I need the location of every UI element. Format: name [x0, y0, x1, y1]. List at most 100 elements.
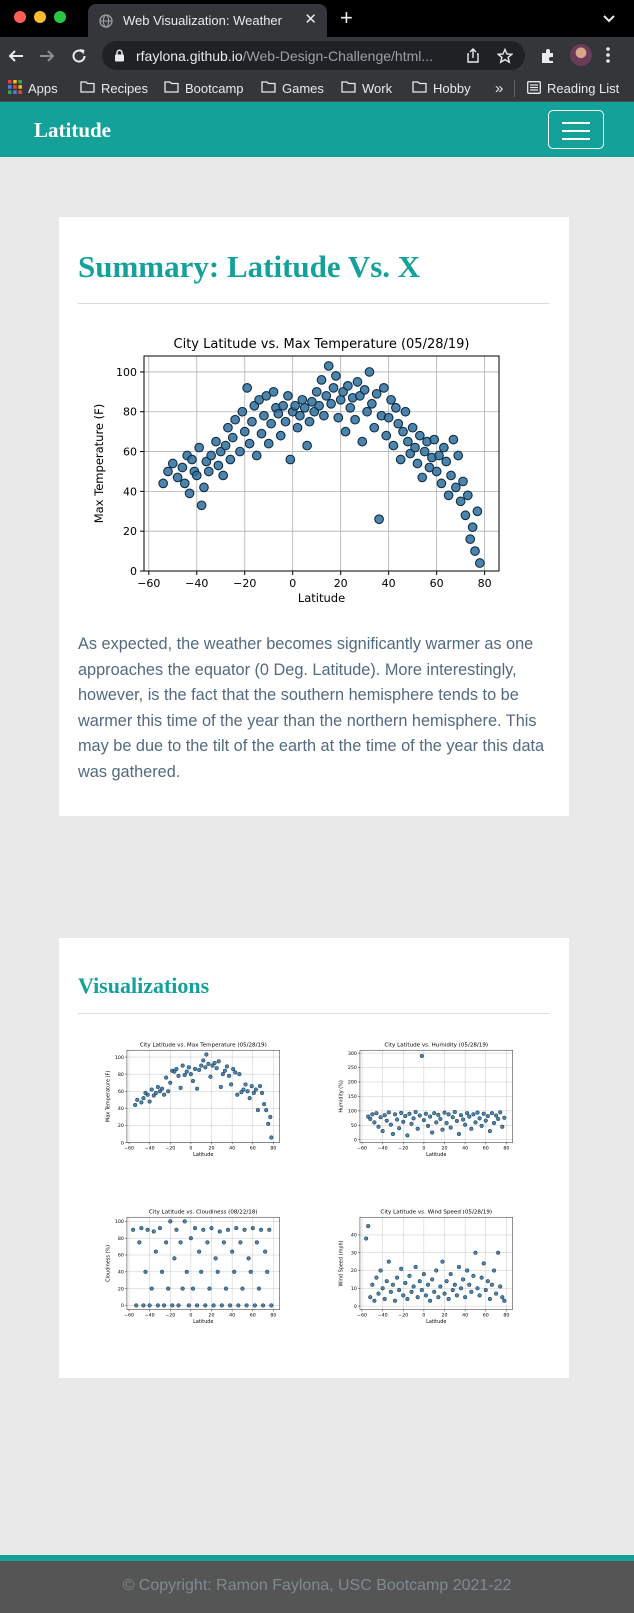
data-point: [157, 1226, 163, 1231]
extensions-icon[interactable]: [539, 47, 557, 70]
browser-tab[interactable]: Web Visualization: Weather ✕: [88, 4, 327, 37]
x-tick-label: 0: [289, 577, 296, 590]
y-tick-label: 40: [123, 485, 137, 498]
forward-arrow-icon[interactable]: [38, 47, 56, 70]
y-tick-label: 0: [354, 1304, 357, 1310]
data-point: [371, 388, 382, 399]
address-bar[interactable]: rfaylona.github.io/Web-Design-Challenge/…: [102, 41, 525, 70]
share-icon[interactable]: [466, 48, 480, 68]
data-point: [178, 1085, 183, 1090]
thumbnail-humidity-chart[interactable]: −60 −40 −20 0 20 40 60 80 0 50 100 150 200 250 300 City…: [335, 1036, 518, 1156]
data-point: [262, 1102, 267, 1107]
data-point: [307, 396, 317, 407]
data-point: [176, 1073, 181, 1078]
data-point: [199, 1063, 204, 1068]
lock-icon[interactable]: [114, 49, 125, 67]
data-point: [458, 476, 468, 487]
tab-search-icon[interactable]: [602, 11, 616, 29]
x-tick-label: −40: [185, 577, 208, 590]
data-point: [340, 426, 351, 437]
data-point: [386, 1110, 391, 1115]
bookmarks-overflow-button[interactable]: »: [495, 80, 504, 97]
close-window-button[interactable]: [14, 11, 26, 23]
data-point: [314, 400, 324, 411]
x-tick-label: 40: [462, 1313, 468, 1319]
y-tick-label: 300: [348, 1051, 357, 1057]
data-point: [460, 1277, 466, 1282]
data-point: [399, 1266, 404, 1271]
data-point: [372, 1298, 377, 1303]
data-point: [283, 390, 293, 401]
bookmark-folder-recipes[interactable]: Recipes: [80, 79, 148, 98]
data-point: [498, 1284, 503, 1289]
chart-title: City Latitude vs. Wind Speed (05/28/19): [380, 1210, 492, 1216]
bookmark-star-icon[interactable]: [496, 47, 514, 69]
data-point: [166, 1286, 171, 1291]
navbar-toggle-button[interactable]: [548, 110, 604, 149]
thumbnail-wind-speed-chart[interactable]: −60 −40 −20 0 20 40 60 80 0 10 20 30 40 City Latitude…: [335, 1203, 518, 1323]
profile-avatar[interactable]: [570, 44, 592, 66]
url-text: rfaylona.github.io/Web-Design-Challenge/…: [136, 48, 456, 64]
data-point: [266, 1121, 271, 1126]
data-point: [421, 1118, 426, 1123]
chart-title: City Latitude vs. Humidity (05/28/19): [384, 1043, 488, 1049]
y-tick-label: 40: [118, 1270, 124, 1276]
data-point: [409, 1289, 414, 1294]
data-point: [401, 1293, 406, 1298]
data-point: [226, 1073, 232, 1078]
data-point: [311, 386, 322, 397]
folder-icon: [341, 81, 356, 96]
data-point: [260, 1303, 266, 1308]
minimize-window-button[interactable]: [34, 11, 46, 23]
new-tab-button[interactable]: +: [340, 5, 353, 30]
data-point: [419, 1287, 424, 1293]
data-point: [374, 1275, 379, 1280]
x-tick-label: 80: [478, 577, 492, 590]
x-tick-label: 40: [229, 1146, 235, 1152]
data-point: [232, 1269, 237, 1274]
y-axis-label: Wind Speed (mph): [338, 1240, 344, 1286]
data-point: [212, 1060, 217, 1066]
data-point: [268, 386, 279, 397]
y-tick-label: 60: [118, 1253, 124, 1259]
data-point: [180, 1286, 185, 1291]
data-point: [483, 1118, 488, 1123]
data-point: [417, 1279, 422, 1284]
y-tick-label: 0: [354, 1137, 357, 1143]
reload-icon[interactable]: [70, 47, 88, 70]
data-point: [493, 1113, 499, 1118]
data-point: [182, 1219, 187, 1224]
navbar-brand[interactable]: Latitude: [34, 118, 112, 142]
data-point: [235, 446, 245, 457]
x-tick-label: 80: [503, 1313, 509, 1319]
tab-close-icon[interactable]: ✕: [304, 11, 317, 28]
data-point: [234, 1226, 239, 1231]
data-point: [500, 1124, 505, 1129]
thumbnail-cloudiness-chart[interactable]: −60 −40 −20 0 20 40 60 80 0 20 40 60 80 100 City Latit…: [102, 1203, 285, 1323]
data-point: [194, 442, 205, 453]
menu-icon-bar: [562, 130, 590, 132]
menu-icon-bar: [562, 122, 590, 124]
data-point: [241, 1087, 246, 1092]
zoom-window-button[interactable]: [54, 11, 66, 23]
data-point: [424, 462, 435, 473]
bookmark-apps[interactable]: Apps: [8, 79, 58, 98]
bookmarks-separator: [514, 80, 515, 97]
data-point: [316, 375, 327, 385]
data-point: [297, 394, 308, 405]
data-point: [359, 384, 370, 395]
bookmark-folder-bootcamp[interactable]: Bootcamp: [164, 79, 244, 98]
data-point: [493, 1291, 499, 1296]
back-arrow-icon[interactable]: [7, 47, 25, 70]
data-point: [207, 1286, 212, 1291]
data-point: [491, 1268, 497, 1273]
data-point: [421, 1271, 426, 1277]
data-point: [247, 416, 257, 427]
bookmark-folder-work[interactable]: Work: [341, 79, 392, 98]
data-point: [450, 1287, 455, 1293]
reading-list-button[interactable]: Reading List: [527, 79, 619, 98]
thumbnail-max-temp-chart[interactable]: −60 −40 −20 0 20 40 60 80 0 20 40 60 80 100 City Latit…: [102, 1036, 285, 1156]
bookmark-folder-games[interactable]: Games: [261, 79, 324, 98]
more-menu-icon[interactable]: [606, 46, 610, 69]
bookmark-folder-hobby[interactable]: Hobby: [412, 79, 471, 98]
